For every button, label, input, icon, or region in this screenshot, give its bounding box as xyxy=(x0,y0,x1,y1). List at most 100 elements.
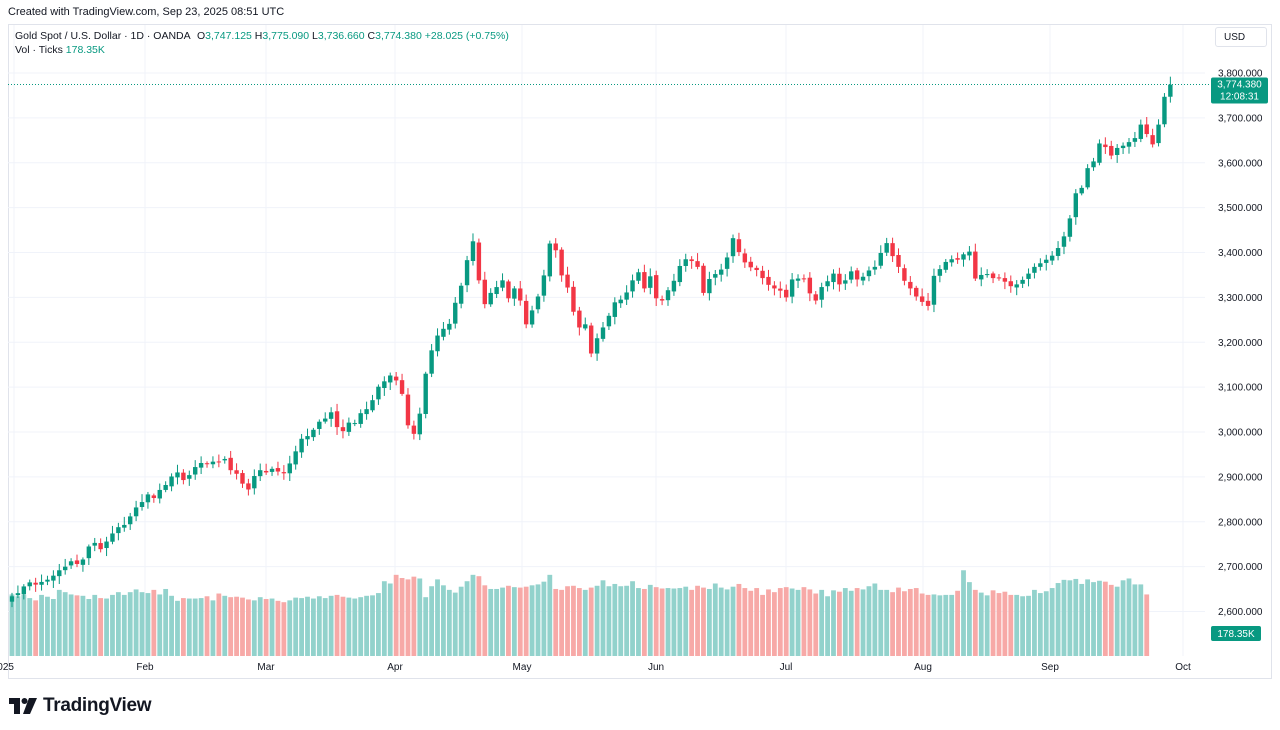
volume-bar xyxy=(393,574,399,656)
candle xyxy=(151,493,157,503)
candle-body xyxy=(417,413,422,435)
candle-body xyxy=(778,288,783,291)
volume-bar xyxy=(1144,594,1150,656)
symbol-description[interactable]: Gold Spot / U.S. Dollar · 1D · OANDA xyxy=(15,30,191,42)
candle xyxy=(1168,76,1173,103)
volume-bar xyxy=(1108,584,1114,656)
candle xyxy=(411,420,417,440)
candle-body xyxy=(577,310,582,328)
candle xyxy=(707,271,712,301)
candle-body xyxy=(435,335,440,352)
volume-bar xyxy=(571,585,576,656)
candle-body xyxy=(1132,138,1138,142)
volume-bar xyxy=(316,596,322,656)
volume-bar xyxy=(547,574,553,656)
currency-button[interactable]: USD xyxy=(1215,27,1267,47)
volume-label[interactable]: Vol · Ticks xyxy=(15,44,63,56)
candle-body xyxy=(163,484,168,490)
candle-body xyxy=(299,438,304,453)
candle xyxy=(967,246,972,261)
tradingview-logo[interactable]: TradingView xyxy=(9,695,152,717)
candle xyxy=(984,269,990,278)
candle-body xyxy=(464,260,470,286)
candle xyxy=(275,461,281,476)
candle xyxy=(996,274,1002,281)
candle-body xyxy=(636,272,641,281)
candle xyxy=(606,312,612,330)
candle xyxy=(1138,119,1144,143)
candle-body xyxy=(789,279,795,297)
candle xyxy=(376,384,381,405)
volume-bar xyxy=(831,590,836,656)
candle-body xyxy=(157,489,162,499)
volume-bar xyxy=(328,595,334,656)
candle xyxy=(252,469,257,495)
y-tick-label: 2,600.000 xyxy=(1218,607,1263,618)
candle xyxy=(198,456,204,475)
candle-body xyxy=(1120,145,1126,149)
volume-bar xyxy=(281,602,287,656)
candle xyxy=(51,570,56,588)
candle-body xyxy=(695,261,700,267)
time-axis: 2025 Feb Mar Apr May Jun Jul Aug Sep Oct xyxy=(0,662,1191,673)
candle xyxy=(169,473,174,492)
volume-bar xyxy=(884,589,890,656)
candle xyxy=(565,266,570,293)
candle-body xyxy=(92,542,97,546)
candle xyxy=(269,466,275,476)
volume-bar xyxy=(488,588,494,656)
volume-bar xyxy=(795,589,801,656)
candle-body xyxy=(724,257,730,269)
volume-bar xyxy=(21,594,27,656)
candle xyxy=(417,407,422,441)
candle xyxy=(1120,142,1126,154)
candle-body xyxy=(624,292,629,300)
change-value: +28.025 (+0.75%) xyxy=(424,30,509,42)
candle-body xyxy=(187,475,192,479)
candle xyxy=(15,585,21,599)
candle-body xyxy=(719,269,724,275)
volume-bar xyxy=(50,599,56,656)
candle-body xyxy=(45,579,50,582)
candle xyxy=(21,584,27,600)
volume-bar xyxy=(848,590,854,656)
candle xyxy=(529,305,535,328)
candle xyxy=(719,263,724,282)
volume-bar xyxy=(813,593,819,656)
candle-body xyxy=(453,302,458,324)
candle xyxy=(1114,144,1120,163)
candle-body xyxy=(447,323,452,330)
volume-bar xyxy=(1002,591,1008,656)
volume-bar xyxy=(582,589,588,656)
candle xyxy=(210,456,216,469)
volume-bar xyxy=(305,596,310,656)
volume-bar xyxy=(1037,593,1043,656)
candle-body xyxy=(1061,236,1067,247)
volume-bar xyxy=(1079,583,1085,656)
candle-body xyxy=(494,287,499,295)
candle-body xyxy=(659,299,665,301)
volume-bar xyxy=(506,585,511,656)
candle xyxy=(133,500,139,522)
y-tick-label: 3,200.000 xyxy=(1218,338,1263,349)
volume-bar xyxy=(364,595,369,656)
candle-body xyxy=(198,463,204,468)
x-tick-label: Apr xyxy=(387,662,403,673)
candle-body xyxy=(588,325,594,354)
candle-body xyxy=(1091,161,1096,168)
volume-bar xyxy=(766,589,771,656)
candle-body xyxy=(411,425,417,434)
candle-body xyxy=(884,243,889,253)
candle-body xyxy=(33,582,38,585)
volume-bar xyxy=(334,594,340,656)
candle xyxy=(157,483,162,504)
candle xyxy=(1020,276,1025,288)
candle xyxy=(216,454,222,468)
volume-bar xyxy=(470,574,476,656)
candle xyxy=(630,274,635,298)
candle-body xyxy=(535,296,541,310)
y-tick-label: 3,800.000 xyxy=(1218,69,1263,80)
candle xyxy=(778,281,783,299)
candle xyxy=(683,253,688,272)
